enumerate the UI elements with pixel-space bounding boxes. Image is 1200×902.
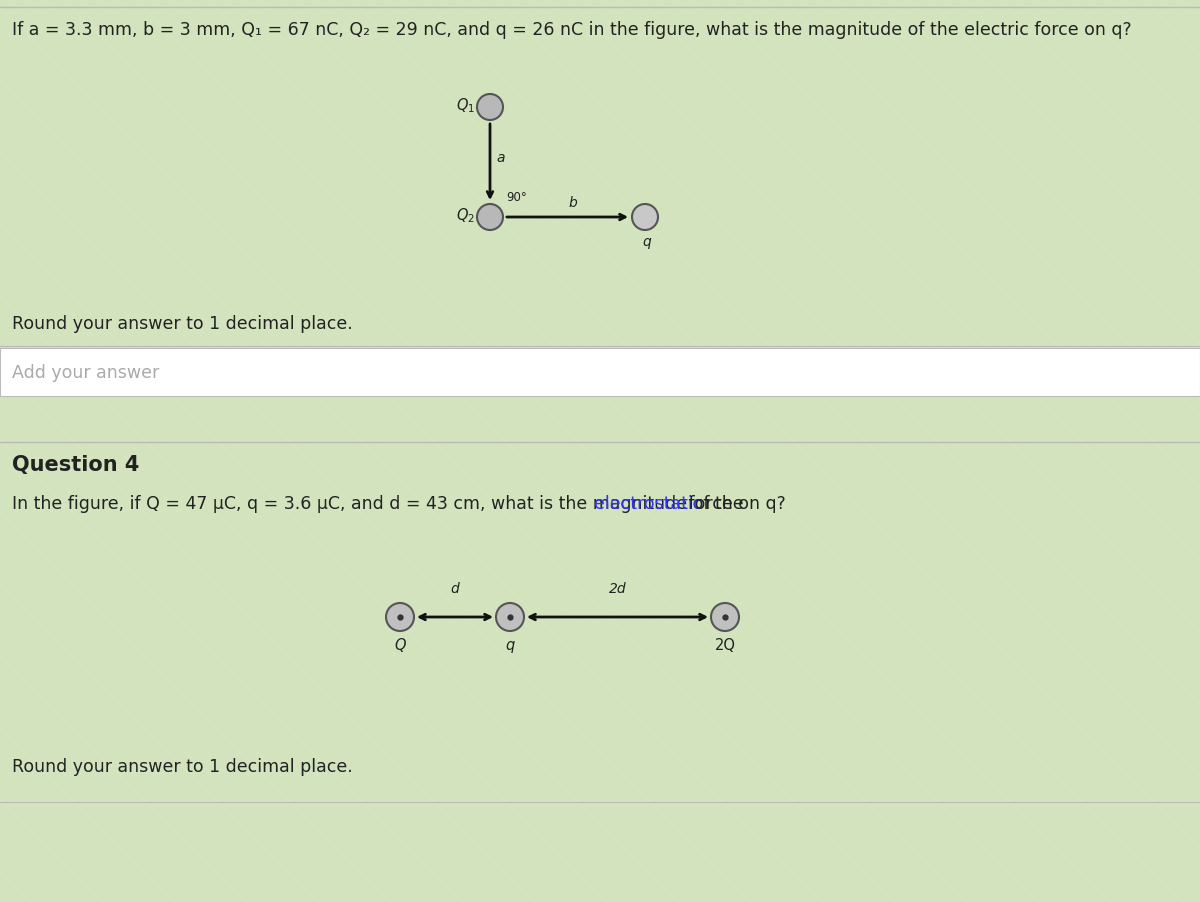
Circle shape — [496, 603, 524, 631]
Text: d: d — [451, 582, 460, 595]
Bar — [0, 348, 1200, 397]
Text: b: b — [568, 196, 577, 210]
Circle shape — [710, 603, 739, 631]
Text: a: a — [496, 151, 504, 165]
Circle shape — [478, 95, 503, 121]
Text: Add your answer: Add your answer — [12, 364, 160, 382]
Text: Round your answer to 1 decimal place.: Round your answer to 1 decimal place. — [12, 757, 353, 775]
Text: $Q_1$: $Q_1$ — [456, 97, 475, 115]
Text: electrostatic: electrostatic — [594, 494, 703, 512]
Text: force on q?: force on q? — [683, 494, 786, 512]
Circle shape — [632, 205, 658, 231]
Text: 90°: 90° — [506, 191, 527, 204]
Text: Round your answer to 1 decimal place.: Round your answer to 1 decimal place. — [12, 315, 353, 333]
Circle shape — [478, 205, 503, 231]
Text: Q: Q — [395, 638, 406, 652]
Text: q: q — [505, 638, 515, 652]
Circle shape — [386, 603, 414, 631]
Text: In the figure, if Q = 47 μC, q = 3.6 μC, and d = 43 cm, what is the magnitude of: In the figure, if Q = 47 μC, q = 3.6 μC,… — [12, 494, 749, 512]
Text: 2Q: 2Q — [714, 638, 736, 652]
Text: 2d: 2d — [608, 582, 626, 595]
Text: If a = 3.3 mm, b = 3 mm, Q₁ = 67 nC, Q₂ = 29 nC, and q = 26 nC in the figure, wh: If a = 3.3 mm, b = 3 mm, Q₁ = 67 nC, Q₂ … — [12, 21, 1132, 39]
Text: $Q_2$: $Q_2$ — [456, 207, 475, 226]
Text: Question 4: Question 4 — [12, 455, 139, 474]
Text: q: q — [643, 235, 652, 249]
